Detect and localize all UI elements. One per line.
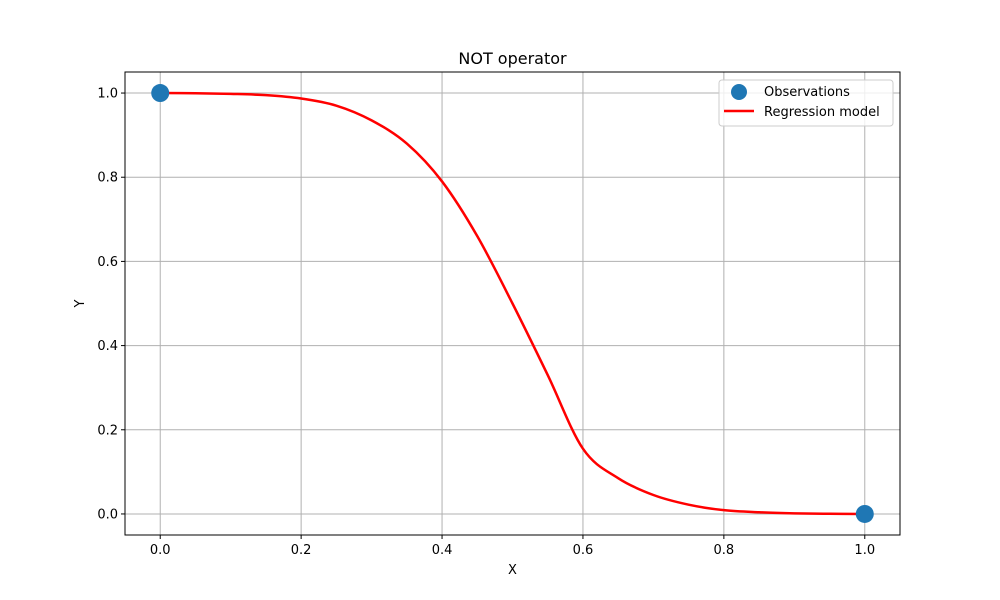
- x-tick-label: 0.4: [432, 543, 453, 558]
- legend-marker-observations: [731, 84, 747, 100]
- y-tick-label: 0.8: [97, 171, 118, 186]
- y-tick-label: 1.0: [97, 87, 118, 102]
- y-tick-label: 0.0: [97, 507, 118, 522]
- x-tick-label: 0.0: [150, 543, 171, 558]
- legend-label-observations: Observations: [764, 85, 850, 100]
- legend-box: [718, 79, 894, 127]
- plot-frame: [124, 71, 901, 536]
- series: [151, 84, 874, 523]
- y-tick-label: 0.4: [97, 339, 118, 354]
- x-tick-label: 0.6: [573, 543, 594, 558]
- observation-point: [855, 504, 874, 523]
- x-axis: 0.0 0.2 0.4 0.6 0.8 1.0: [150, 535, 875, 558]
- x-tick-label: 0.2: [291, 543, 312, 558]
- x-tick-label: 0.8: [714, 543, 735, 558]
- legend: Observations Regression model: [718, 79, 894, 127]
- chart-title: NOT operator: [458, 49, 567, 68]
- y-axis: 0.0 0.2 0.4 0.6 0.8 1.0: [97, 87, 125, 522]
- x-tick-label: 1.0: [854, 543, 875, 558]
- regression-line: [160, 91, 865, 516]
- y-tick-label: 0.6: [97, 255, 118, 270]
- observation-point: [151, 84, 170, 103]
- y-tick-label: 0.2: [97, 423, 118, 438]
- y-axis-label: Y: [73, 299, 88, 308]
- x-axis-label: X: [508, 563, 517, 578]
- legend-label-regression: Regression model: [764, 105, 880, 120]
